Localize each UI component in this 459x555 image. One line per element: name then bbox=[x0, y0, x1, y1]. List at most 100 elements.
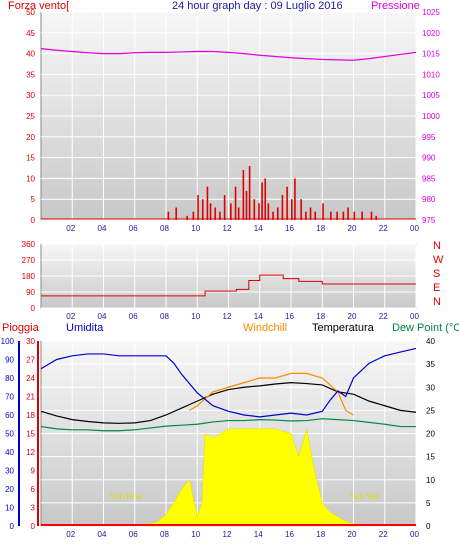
x-tick-label: 08 bbox=[160, 224, 169, 233]
wind-bar bbox=[272, 211, 274, 220]
x-tick-label: 10 bbox=[191, 530, 200, 539]
wind-tick-label: 15 bbox=[26, 154, 35, 163]
x-tick-label: 12 bbox=[223, 530, 232, 539]
wind-bar bbox=[264, 178, 267, 220]
x-tick-label: 18 bbox=[316, 224, 325, 233]
humidity-tick-label: 30 bbox=[5, 467, 14, 476]
pressure-tick-label: 980 bbox=[422, 195, 436, 204]
legend-dewpoint: Dew Point (°C bbox=[392, 322, 459, 334]
wind-bar bbox=[175, 207, 177, 220]
wind-tick-label: 35 bbox=[26, 70, 35, 79]
humidity-tick-label: 0 bbox=[10, 522, 15, 531]
wind-bar bbox=[309, 207, 312, 220]
pressure-line bbox=[40, 48, 417, 61]
rain-tick-label: 30 bbox=[26, 337, 35, 346]
temp-tick-label: 0 bbox=[426, 522, 431, 531]
pressure-tick-label: 1015 bbox=[422, 50, 440, 59]
pressure-tick-label: 985 bbox=[422, 174, 436, 183]
wind-bar bbox=[209, 203, 212, 220]
x-tick-label: 08 bbox=[160, 530, 169, 539]
compass-label: S bbox=[433, 268, 440, 280]
wind-bar bbox=[330, 211, 332, 220]
wind-tick-label: 45 bbox=[26, 29, 35, 38]
wind-bar bbox=[253, 199, 256, 220]
wind-tick-label: 10 bbox=[26, 174, 35, 183]
direction-tick-label: 180 bbox=[22, 272, 36, 281]
wind-bar bbox=[192, 211, 195, 220]
compass-label: N bbox=[433, 240, 441, 252]
humidity-tick-label: 90 bbox=[5, 356, 14, 365]
temp-tick-label: 30 bbox=[426, 383, 435, 392]
wind-bar bbox=[276, 207, 279, 220]
x-tick-label: 00 bbox=[410, 224, 419, 233]
temp-tick-label: 5 bbox=[426, 499, 431, 508]
rain-tick-label: 24 bbox=[26, 374, 35, 383]
wind-bar bbox=[214, 207, 217, 220]
wind-bar bbox=[267, 203, 270, 220]
x-tick-label: 06 bbox=[129, 312, 138, 321]
temp-tick-label: 35 bbox=[426, 360, 435, 369]
temp-tick-label: 15 bbox=[426, 453, 435, 462]
x-tick-label: 16 bbox=[285, 530, 294, 539]
wind-bar bbox=[230, 203, 232, 220]
rain-axis-title: Pioggia bbox=[2, 322, 40, 334]
compass-label: N bbox=[433, 296, 441, 308]
x-tick-label: 04 bbox=[98, 312, 107, 321]
wind-bar bbox=[375, 215, 377, 220]
x-tick-label: 22 bbox=[379, 312, 388, 321]
humidity-tick-label: 100 bbox=[1, 337, 15, 346]
temp-tick-label: 10 bbox=[426, 476, 435, 485]
x-tick-label: 04 bbox=[98, 530, 107, 539]
page-title: 24 hour graph day : 09 Luglio 2016 bbox=[172, 0, 343, 12]
temp-tick-label: 20 bbox=[426, 430, 435, 439]
solar-area bbox=[142, 428, 362, 527]
temp-tick-label: 40 bbox=[426, 337, 435, 346]
x-tick-label: 00 bbox=[410, 312, 419, 321]
wind-bar bbox=[305, 211, 307, 220]
wind-bar bbox=[237, 207, 240, 220]
wind-tick-label: 20 bbox=[26, 133, 35, 142]
wind-bar bbox=[294, 178, 296, 220]
rain-tick-label: 0 bbox=[31, 522, 36, 531]
humidity-tick-label: 60 bbox=[5, 411, 14, 420]
direction-tick-label: 0 bbox=[31, 304, 36, 313]
wind-bar bbox=[261, 182, 263, 220]
sun-rise-label: Sun Rise bbox=[110, 492, 143, 501]
wind-tick-label: 40 bbox=[26, 50, 35, 59]
wind-bar bbox=[286, 186, 288, 220]
humidity-tick-label: 40 bbox=[5, 448, 14, 457]
pressure-tick-label: 995 bbox=[422, 133, 436, 142]
rain-tick-label: 12 bbox=[26, 448, 35, 457]
wind-bar bbox=[186, 215, 188, 220]
direction-line bbox=[41, 274, 416, 297]
x-tick-label: 22 bbox=[379, 224, 388, 233]
x-tick-label: 18 bbox=[316, 312, 325, 321]
x-tick-label: 04 bbox=[98, 224, 107, 233]
pressure-tick-label: 1010 bbox=[422, 70, 440, 79]
wind-bar bbox=[314, 211, 317, 220]
wind-bar bbox=[167, 211, 170, 220]
pressure-axis-title: Pressione bbox=[371, 0, 420, 12]
rain-tick-label: 18 bbox=[26, 411, 35, 420]
wind-bar bbox=[347, 207, 349, 220]
wind-bar bbox=[342, 211, 345, 220]
wind-bar bbox=[258, 203, 260, 220]
wind-bar bbox=[245, 190, 248, 220]
x-tick-label: 16 bbox=[285, 312, 294, 321]
pressure-tick-label: 1000 bbox=[422, 112, 440, 121]
wind-bar bbox=[370, 211, 373, 220]
x-tick-label: 18 bbox=[316, 530, 325, 539]
x-tick-label: 20 bbox=[348, 312, 357, 321]
x-tick-label: 20 bbox=[348, 530, 357, 539]
dewpoint-line bbox=[40, 418, 416, 432]
pressure-tick-label: 1025 bbox=[422, 8, 440, 17]
x-tick-label: 14 bbox=[254, 530, 263, 539]
x-tick-label: 06 bbox=[129, 224, 138, 233]
x-tick-label: 02 bbox=[66, 530, 75, 539]
x-tick-label: 20 bbox=[348, 224, 357, 233]
temp-tick-label: 25 bbox=[426, 406, 435, 415]
wind-bar bbox=[201, 199, 204, 220]
